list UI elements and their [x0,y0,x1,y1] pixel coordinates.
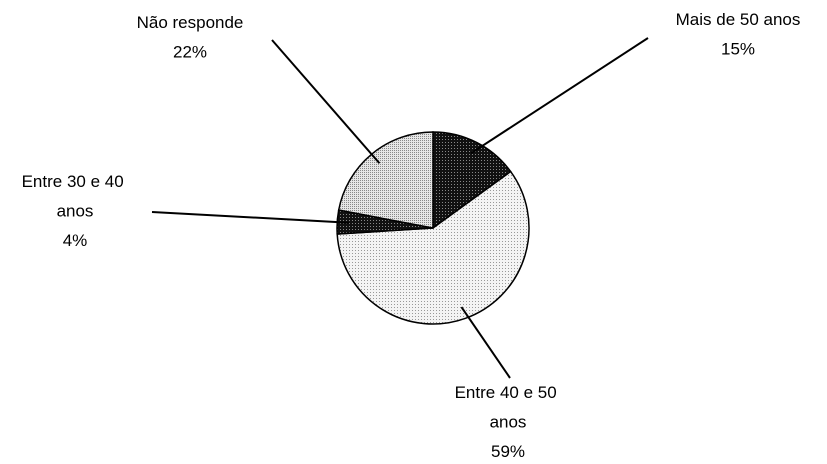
pie-slice [336,170,530,325]
pie-slice [432,131,512,230]
value-label: 59% [491,442,525,461]
category-label: Não responde [137,13,244,32]
leader-line [151,211,350,224]
value-label: 22% [173,43,207,62]
leader-line [460,306,511,379]
category-label: Entre 30 e 40 anos [22,172,129,221]
category-label: Mais de 50 anos [676,10,801,29]
leader-line [271,39,381,164]
category-label: Entre 40 e 50 anos [455,383,562,432]
value-label: 4% [63,231,88,250]
value-label: 15% [721,40,755,59]
leader-line [470,37,649,154]
